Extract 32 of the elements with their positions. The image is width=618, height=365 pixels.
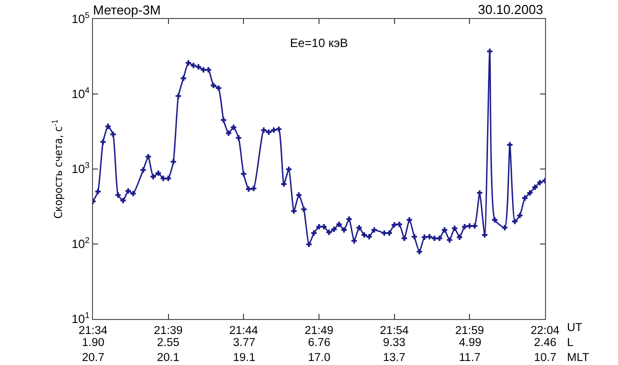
text: 11.7 [459, 352, 481, 364]
y-tick-label: 10$^{3}$ [72, 160, 90, 176]
text: 20.7 [82, 352, 104, 364]
chart-title: Метеор-3М [93, 2, 161, 18]
y-tick-label: 10$^{2}$ [72, 235, 90, 252]
x-tick-label: 21:34 [78, 324, 108, 337]
y-tick-label: 10$^{5}$ [72, 10, 90, 26]
annotation: Ee=10 кэВ [290, 36, 348, 50]
text: 9.33 [383, 337, 406, 349]
text: 2.55 [157, 337, 180, 349]
text: 17.0 [308, 352, 330, 364]
x-tick-label: 21:44 [229, 324, 259, 337]
x-tick-label: 21:49 [304, 324, 334, 337]
y-tick-label: 10$^{1}$ [72, 310, 90, 326]
text: 20.1 [157, 352, 180, 364]
text: 1.90 [82, 337, 104, 349]
text: MLT [567, 352, 590, 364]
text: 6.76 [308, 337, 330, 349]
text: 13.7 [383, 352, 406, 364]
y-tick-label: 10$^{4}$ [72, 85, 90, 102]
x-tick-label: 22:04 [530, 324, 560, 337]
x-tick-label: 21:54 [380, 324, 410, 337]
x-tick-label: 21:39 [154, 324, 183, 337]
x-axis-title: UT [567, 322, 582, 334]
text: 10.7 [534, 352, 556, 364]
text: 19.1 [233, 352, 256, 364]
x-tick-label: 21:59 [455, 324, 484, 337]
chart-subtitle: 30.10.2003 [478, 2, 544, 17]
text: 3.77 [233, 337, 256, 349]
text: L [567, 337, 574, 349]
text: 4.99 [459, 337, 482, 349]
text: 2.46 [534, 337, 556, 349]
